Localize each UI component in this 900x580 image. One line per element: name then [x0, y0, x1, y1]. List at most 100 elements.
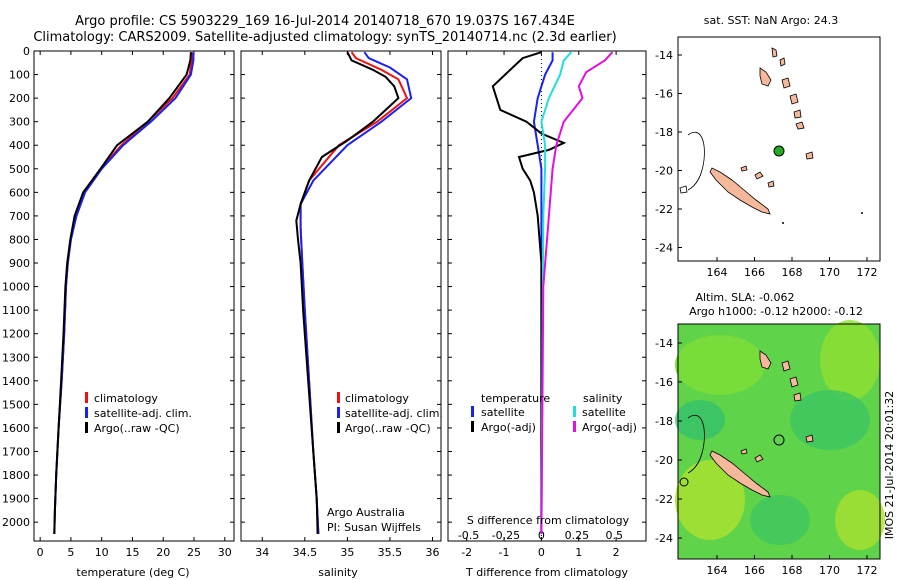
xtick-label: 30	[218, 546, 232, 559]
depth-tick-label: 400	[9, 139, 30, 152]
series-line-satellite-adj-clim-	[299, 51, 413, 534]
map-lat-label: -20	[655, 454, 673, 467]
xtick-label: 0	[37, 546, 44, 559]
xtick-label: 2	[613, 546, 620, 559]
bottom-map-title-line1: Altim. SLA: -0.062	[695, 291, 794, 304]
depth-tick-label: 700	[9, 210, 30, 223]
float-position-marker	[773, 145, 785, 157]
map-lat-label: -20	[655, 165, 673, 178]
legend-climatology: climatology	[94, 392, 158, 405]
legend-climatology-s: climatology	[345, 392, 409, 405]
depth-tick-label: 100	[9, 69, 30, 82]
xtick-label: -1	[499, 546, 510, 559]
depth-tick-label: 1500	[2, 398, 30, 411]
depth-tick-label: 1000	[2, 281, 30, 294]
legend-argo-s: Argo(..raw -QC)	[345, 422, 431, 435]
vanuatu-land	[759, 67, 772, 87]
map-lon-label: 164	[707, 266, 728, 279]
series-line-temperature-argo-adj-	[491, 51, 567, 534]
map-lat-label: -18	[655, 415, 673, 428]
map-lon-label: 172	[857, 266, 878, 279]
xtick-label: 5	[67, 546, 74, 559]
map-lat-label: -18	[655, 126, 673, 139]
series-line-satellite-adj-clim-	[53, 52, 195, 534]
bottom-map	[675, 320, 885, 560]
map-lat-label: -16	[655, 88, 673, 101]
map-lon-label: 170	[819, 564, 840, 577]
legend-satellite-adj: satellite-adj. clim.	[94, 407, 192, 420]
map-lon-label: 168	[782, 266, 803, 279]
salinity-legend: climatology satellite-adj. clim. Argo(..…	[327, 392, 443, 534]
temperature-legend: climatology satellite-adj. clim. Argo(..…	[85, 392, 192, 435]
map-lon-label: 164	[707, 564, 728, 577]
map-lon-label: 166	[744, 564, 765, 577]
depth-tick-label: 1900	[2, 493, 30, 506]
map-lat-label: -22	[655, 203, 673, 216]
depth-tick-label: 500	[9, 163, 30, 176]
xtick-label: 34.5	[293, 546, 318, 559]
depth-tick-label: 300	[9, 116, 30, 129]
legend-t-argo: Argo(-adj)	[481, 421, 536, 434]
xtick-label: 36	[425, 546, 439, 559]
series-line-salinity-argo-adj-	[540, 51, 614, 534]
xtick-label: 35.5	[378, 546, 403, 559]
s-diff-tick-label: 0.5	[605, 529, 623, 542]
depth-tick-label: 1700	[2, 445, 30, 458]
difference-panel-frame	[447, 50, 647, 542]
legend-salinity-header: salinity	[583, 392, 623, 405]
depth-tick-label: 1200	[2, 328, 30, 341]
map-lat-label: -22	[655, 493, 673, 506]
xtick-label: 0	[538, 546, 545, 559]
chart-title-line2: Climatology: CARS2009. Satellite-adjuste…	[33, 30, 617, 45]
depth-tick-label: 200	[9, 92, 30, 105]
legend-s-satellite: satellite	[582, 406, 626, 419]
difference-xlabel-top: S difference from climatology	[467, 514, 630, 527]
legend-temperature-header: temperature	[481, 392, 550, 405]
map-lon-label: 172	[857, 564, 878, 577]
depth-tick-label: 1600	[2, 422, 30, 435]
depth-tick-label: 800	[9, 233, 30, 246]
series-line-climatology	[299, 51, 409, 534]
map-lon-label: 170	[819, 266, 840, 279]
s-diff-tick-label: -0.25	[492, 529, 520, 542]
top-map-title: sat. SST: NaN Argo: 24.3	[704, 14, 838, 27]
xtick-label: 25	[187, 546, 201, 559]
difference-legend: temperature satellite Argo(-adj) salinit…	[471, 392, 637, 434]
xtick-label: 35	[340, 546, 354, 559]
depth-tick-label: 1300	[2, 351, 30, 364]
float-position-marker-sla	[773, 434, 785, 446]
depth-tick-label: 1400	[2, 375, 30, 388]
xtick-label: 10	[95, 546, 109, 559]
map-lat-label: -24	[655, 532, 673, 545]
map-lon-label: 166	[744, 266, 765, 279]
series-line-salinity-satellite	[540, 51, 573, 534]
top-map	[677, 36, 881, 262]
xtick-label: 34	[255, 546, 269, 559]
s-diff-tick-label: 0.25	[565, 529, 590, 542]
map-lon-label: 168	[782, 564, 803, 577]
legend-t-satellite: satellite	[481, 406, 525, 419]
xtick-label: -2	[461, 546, 472, 559]
map-lat-label: -14	[655, 49, 673, 62]
series-line-climatology	[53, 52, 193, 534]
depth-tick-label: 2000	[2, 516, 30, 529]
map-lat-label: -24	[655, 242, 673, 255]
series-line-temperature-satellite	[532, 52, 554, 534]
series-line-argo-raw-qc-	[53, 52, 192, 534]
annotation-argo-australia: Argo Australia	[327, 506, 405, 519]
temperature-panel-frame	[33, 50, 235, 542]
map-lat-label: -14	[655, 337, 673, 350]
annotation-pi: PI: Susan Wijffels	[327, 521, 421, 534]
chart-title-line1: Argo profile: CS 5903229_169 16-Jul-2014…	[75, 14, 575, 29]
xtick-label: 15	[125, 546, 139, 559]
difference-xlabel: T difference from climatology	[465, 566, 628, 579]
salinity-xlabel: salinity	[318, 566, 358, 579]
temperature-xlabel: temperature (deg C)	[76, 566, 189, 579]
depth-tick-label: 1100	[2, 304, 30, 317]
legend-argo: Argo(..raw -QC)	[94, 422, 180, 435]
bottom-map-title-line2: Argo h1000: -0.12 h2000: -0.12	[689, 305, 863, 318]
xtick-label: 1	[575, 546, 582, 559]
s-diff-tick-label: -0.5	[458, 529, 479, 542]
new-caledonia-land	[709, 167, 771, 215]
